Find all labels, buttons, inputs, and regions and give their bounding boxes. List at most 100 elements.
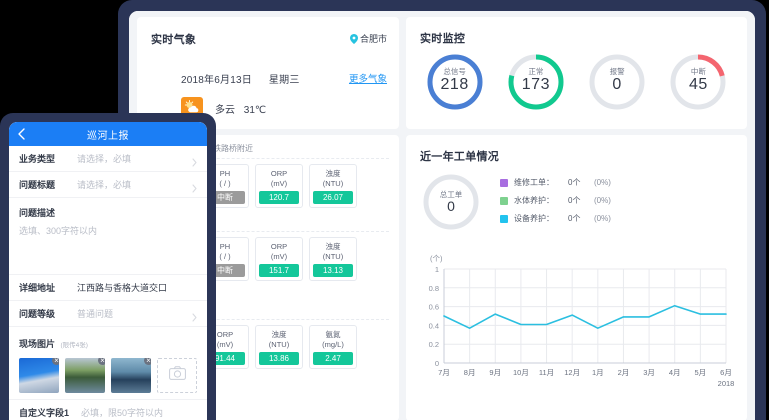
- sensor-unit: (mV): [270, 252, 288, 261]
- legend-count: 0个: [568, 178, 581, 187]
- field-placeholder: 请选择，必填: [77, 180, 132, 190]
- dashboard-surface: 实时气象 合肥市 2018年6月13日 星期三 更多气象: [129, 11, 755, 420]
- chart-xtick-label: 11月: [539, 368, 554, 377]
- weather-date-row: 2018年6月13日 星期三: [181, 71, 300, 86]
- mobile-field-自定义字段1[interactable]: 自定义字段1 必填，限50字符以内: [9, 400, 207, 420]
- field-label: 自定义字段1: [19, 408, 70, 418]
- sensor-unit: ( / ): [219, 179, 231, 188]
- sensor-unit: ( / ): [219, 252, 231, 261]
- site-photos-heading: 现场图片 (限传4张): [19, 334, 197, 352]
- chevron-right-icon: [192, 309, 197, 322]
- address-label: 详细地址: [19, 283, 56, 293]
- remove-photo-icon[interactable]: ×: [98, 358, 105, 365]
- mobile-title: 巡河上报: [87, 130, 129, 142]
- gauge-label: 报警: [609, 67, 625, 76]
- site-photo-thumbnail[interactable]: ×: [19, 358, 59, 393]
- chart-ytick-label: 0: [435, 359, 439, 368]
- problem-description-field[interactable]: 问题描述 选填、300字符以内: [9, 198, 207, 237]
- gauge-label: 正常: [528, 67, 544, 76]
- workorder-legend: 维修工单： 0个 (0%) 水体养护： 0个 (0%) 设备养护： 0个 (0%): [500, 171, 611, 233]
- gauge-label: 总信号: [443, 67, 466, 76]
- chart-xtick-label: 7月: [438, 368, 450, 377]
- workorder-total-label: 总工单: [439, 190, 463, 199]
- mobile-field-问题标题[interactable]: 问题标题 请选择，必填: [9, 172, 207, 198]
- gauge-报警: 报警 0: [586, 51, 648, 113]
- legend-swatch-icon: [500, 196, 508, 205]
- field-placeholder: 必填，限50字符以内: [81, 408, 164, 418]
- workorder-legend-item: 维修工单： 0个 (0%): [500, 177, 611, 188]
- sensor-name: ORP: [216, 330, 234, 339]
- level-value: 普通问题: [77, 309, 114, 319]
- sensor-cell[interactable]: 浊度 (NTU) 13.86: [255, 325, 303, 369]
- camera-icon: [168, 366, 186, 385]
- sensor-name: ORP: [270, 242, 288, 251]
- monitor-gauge-group: 总信号 218 正常 173 报警 0 中断 45: [414, 51, 739, 113]
- sensor-unit: (mV): [270, 179, 288, 188]
- back-chevron-icon[interactable]: [18, 127, 25, 140]
- gauge-总信号: 总信号 218: [424, 51, 486, 113]
- chart-unit-label: (个): [430, 254, 443, 263]
- legend-name: 水体养护：: [514, 196, 554, 205]
- add-photo-button[interactable]: [157, 358, 197, 393]
- weather-condition-row: 多云 31℃: [215, 101, 266, 116]
- station-divider: [147, 231, 389, 232]
- workorder-card: 近一年工单情况 总工单 0 维修工单： 0个 (0%) 水体养护： 0个 (0%) 设备养护…: [406, 135, 747, 420]
- sensor-value: 13.13: [313, 264, 353, 277]
- legend-swatch-icon: [500, 178, 508, 187]
- site-photo-thumbnail[interactable]: ×: [65, 358, 105, 393]
- weather-weekday: 星期三: [268, 75, 300, 86]
- sensor-value: 151.7: [259, 264, 299, 277]
- mobile-select-fields: 业务类型 请选择，必填问题标题 请选择，必填: [9, 146, 207, 198]
- chart-xtick-label: 10月: [513, 368, 529, 377]
- sensor-cell[interactable]: 浊度 (NTU) 13.13: [309, 237, 357, 281]
- weather-location[interactable]: 合肥市: [349, 32, 387, 45]
- legend-count: 0个: [568, 196, 581, 205]
- legend-swatch-icon: [500, 214, 508, 223]
- legend-name: 维修工单：: [514, 178, 554, 187]
- sensor-unit: (mg/L): [322, 340, 344, 349]
- workorder-summary: 总工单 0 维修工单： 0个 (0%) 水体养护： 0个 (0%) 设备养护： 0个 (0%): [420, 171, 611, 233]
- remove-photo-icon[interactable]: ×: [144, 358, 151, 365]
- workorder-total-value: 0: [447, 198, 455, 214]
- field-label: 问题标题: [19, 180, 56, 190]
- problem-description-spacer: [9, 237, 207, 275]
- workorder-total-ring: 总工单 0: [420, 171, 482, 233]
- chart-ytick-label: 1: [435, 265, 439, 274]
- sensor-cell[interactable]: 氨氮 (mg/L) 2.47: [309, 325, 357, 369]
- chevron-right-icon: [192, 180, 197, 193]
- chart-series-line: [443, 304, 727, 329]
- sensor-unit: (mV): [216, 340, 234, 349]
- chart-xtick-label: 2月: [618, 368, 630, 377]
- gauge-正常: 正常 173: [505, 51, 567, 113]
- legend-name: 设备养护：: [514, 214, 554, 223]
- problem-description-label: 问题描述: [19, 208, 56, 218]
- sensor-name: 浊度: [271, 330, 287, 339]
- chart-xtick-label: 9月: [489, 368, 501, 377]
- level-field[interactable]: 问题等级 普通问题: [9, 301, 207, 327]
- legend-count: 0个: [568, 214, 581, 223]
- workorder-card-title: 近一年工单情况: [420, 151, 500, 163]
- workorder-legend-item: 水体养护： 0个 (0%): [500, 195, 611, 206]
- mobile-field-业务类型[interactable]: 业务类型 请选择，必填: [9, 146, 207, 172]
- chart-xtick-label: 3月: [643, 368, 655, 377]
- gauge-label: 中断: [690, 67, 706, 76]
- level-label: 问题等级: [19, 309, 56, 319]
- weather-more-link[interactable]: 更多气象: [348, 74, 387, 85]
- sensor-cell[interactable]: 浊度 (NTU) 26.07: [309, 164, 357, 208]
- weather-card-title: 实时气象: [151, 34, 197, 46]
- gauge-value: 0: [612, 76, 622, 93]
- chart-xtick-label: 12月: [564, 368, 580, 377]
- remove-photo-icon[interactable]: ×: [52, 358, 59, 365]
- weather-location-label: 合肥市: [359, 34, 387, 44]
- mobile-device-frame: 巡河上报 业务类型 请选择，必填问题标题 请选择，必填 问题描述 选填、300字符以…: [0, 113, 216, 420]
- sensor-cell[interactable]: ORP (mV) 120.7: [255, 164, 303, 208]
- chart-xtick-label: 8月: [464, 368, 476, 377]
- sensor-unit: (NTU): [268, 340, 290, 349]
- site-photo-thumbnail[interactable]: ×: [111, 358, 151, 393]
- sensor-cell[interactable]: ORP (mV) 151.7: [255, 237, 303, 281]
- site-photos-field: 现场图片 (限传4张) × × ×: [9, 327, 207, 400]
- weather-card: 实时气象 合肥市 2018年6月13日 星期三 更多气象: [137, 17, 399, 129]
- address-field[interactable]: 详细地址 江西路与香格大道交口: [9, 275, 207, 301]
- legend-percent: (0%): [594, 214, 611, 223]
- sensor-name: PH: [219, 242, 231, 251]
